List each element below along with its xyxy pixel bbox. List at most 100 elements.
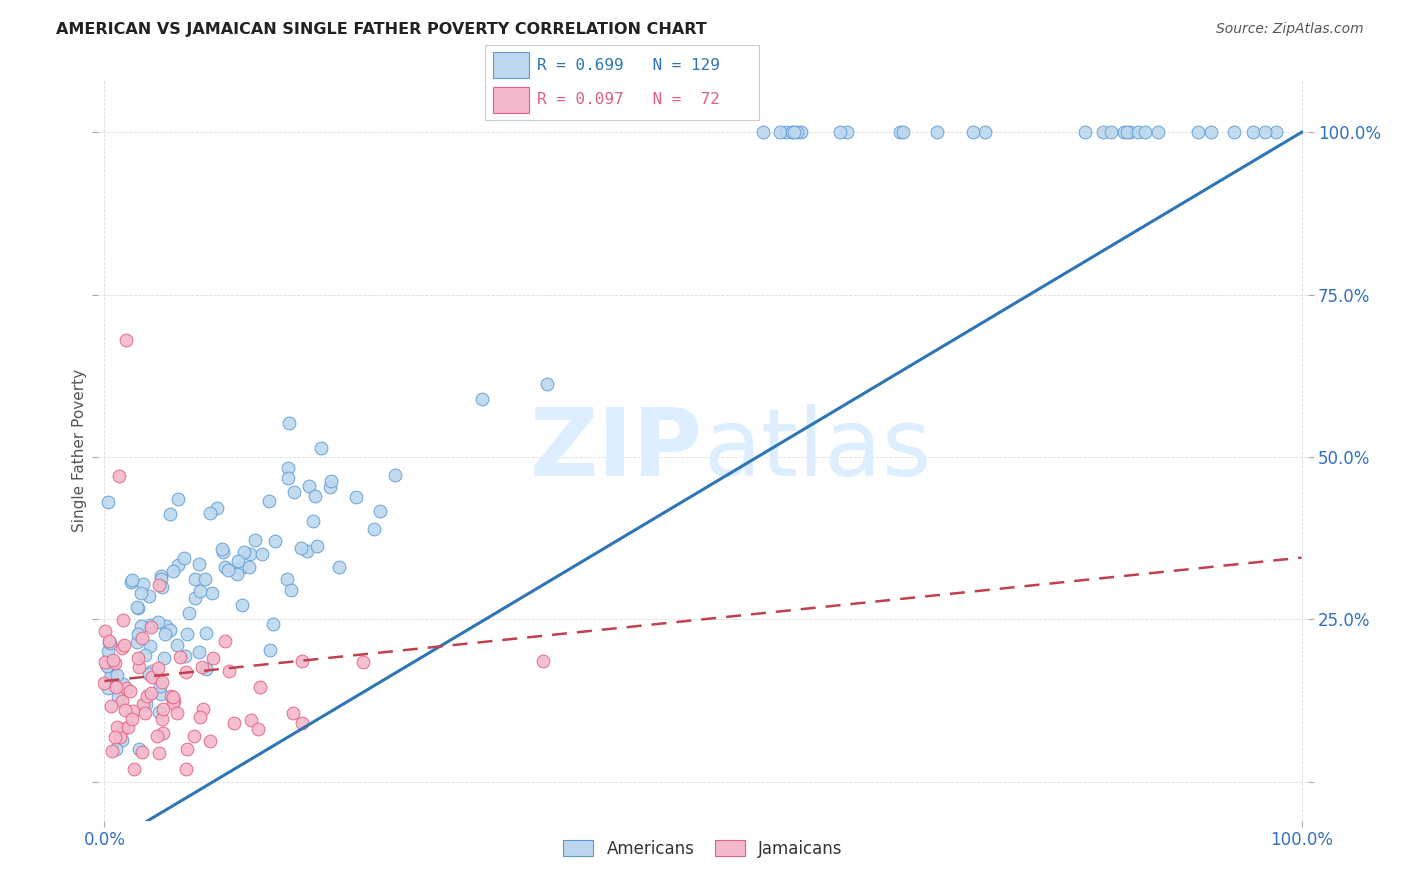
- Point: [98, 636, 121, 650]
- Point: [112, 677, 135, 691]
- Point: [240, 714, 263, 728]
- Point: [129, 619, 152, 633]
- Point: [120, 574, 142, 589]
- Point: [152, 701, 174, 715]
- Bar: [494, 52, 529, 78]
- Point: [125, 635, 148, 649]
- Point: [139, 620, 162, 634]
- Point: [187, 557, 209, 571]
- Point: [148, 746, 170, 760]
- Point: [104, 730, 127, 744]
- Point: [193, 702, 215, 716]
- Point: [184, 591, 207, 605]
- Point: [148, 578, 170, 592]
- Point: [752, 125, 775, 139]
- Point: [128, 660, 150, 674]
- Point: [166, 706, 188, 720]
- Point: [217, 563, 239, 577]
- Point: [138, 590, 160, 604]
- Point: [152, 712, 174, 726]
- Point: [111, 732, 134, 747]
- Point: [277, 416, 299, 430]
- Point: [100, 698, 122, 713]
- Point: [138, 667, 160, 681]
- Point: [159, 623, 181, 637]
- Point: [891, 125, 914, 139]
- Point: [190, 660, 212, 674]
- Point: [259, 643, 281, 657]
- Point: [276, 572, 298, 586]
- Point: [259, 494, 281, 508]
- Point: [1223, 125, 1246, 139]
- Text: atlas: atlas: [703, 404, 931, 497]
- Point: [162, 694, 184, 708]
- Point: [229, 561, 252, 575]
- Point: [238, 560, 260, 574]
- Point: [228, 554, 250, 568]
- Point: [110, 640, 132, 655]
- Point: [96, 659, 118, 673]
- Point: [141, 686, 163, 700]
- Point: [129, 586, 152, 600]
- Point: [211, 545, 233, 559]
- Point: [536, 377, 558, 392]
- Point: [321, 474, 343, 488]
- Point: [149, 569, 172, 583]
- Point: [101, 652, 124, 666]
- Point: [307, 539, 329, 553]
- Point: [187, 645, 209, 659]
- Point: [146, 729, 169, 743]
- Point: [132, 577, 155, 591]
- Point: [107, 469, 129, 483]
- Point: [139, 617, 162, 632]
- Point: [246, 723, 269, 737]
- Point: [1264, 125, 1286, 139]
- Point: [1128, 125, 1150, 139]
- Point: [159, 507, 181, 521]
- Bar: [494, 87, 529, 112]
- Point: [243, 533, 266, 547]
- Point: [112, 722, 135, 736]
- Point: [226, 566, 249, 581]
- Point: [176, 741, 198, 756]
- Point: [128, 742, 150, 756]
- Point: [179, 607, 201, 621]
- Point: [131, 631, 153, 645]
- Text: Source: ZipAtlas.com: Source: ZipAtlas.com: [1216, 22, 1364, 37]
- Point: [97, 658, 120, 673]
- Point: [298, 479, 321, 493]
- Point: [295, 543, 318, 558]
- Point: [250, 547, 273, 561]
- Point: [1112, 125, 1135, 139]
- Point: [167, 491, 190, 506]
- Point: [769, 125, 792, 139]
- Point: [127, 627, 149, 641]
- Point: [1119, 125, 1142, 139]
- Point: [368, 504, 391, 518]
- Point: [188, 710, 211, 724]
- Point: [352, 656, 374, 670]
- Point: [169, 649, 191, 664]
- Point: [214, 560, 236, 574]
- Point: [183, 572, 205, 586]
- Point: [1074, 125, 1097, 139]
- Point: [141, 664, 163, 678]
- Point: [134, 648, 156, 662]
- Point: [146, 615, 169, 629]
- Point: [155, 619, 177, 633]
- Point: [188, 584, 211, 599]
- Point: [302, 514, 325, 528]
- Point: [162, 565, 184, 579]
- Point: [471, 392, 494, 407]
- Point: [174, 648, 197, 663]
- Point: [194, 572, 217, 586]
- Point: [122, 704, 145, 718]
- Point: [290, 654, 312, 668]
- Point: [98, 634, 121, 648]
- Point: [218, 664, 240, 678]
- Point: [786, 125, 808, 139]
- Point: [280, 582, 302, 597]
- Point: [105, 668, 128, 682]
- Point: [148, 706, 170, 720]
- Point: [174, 762, 197, 776]
